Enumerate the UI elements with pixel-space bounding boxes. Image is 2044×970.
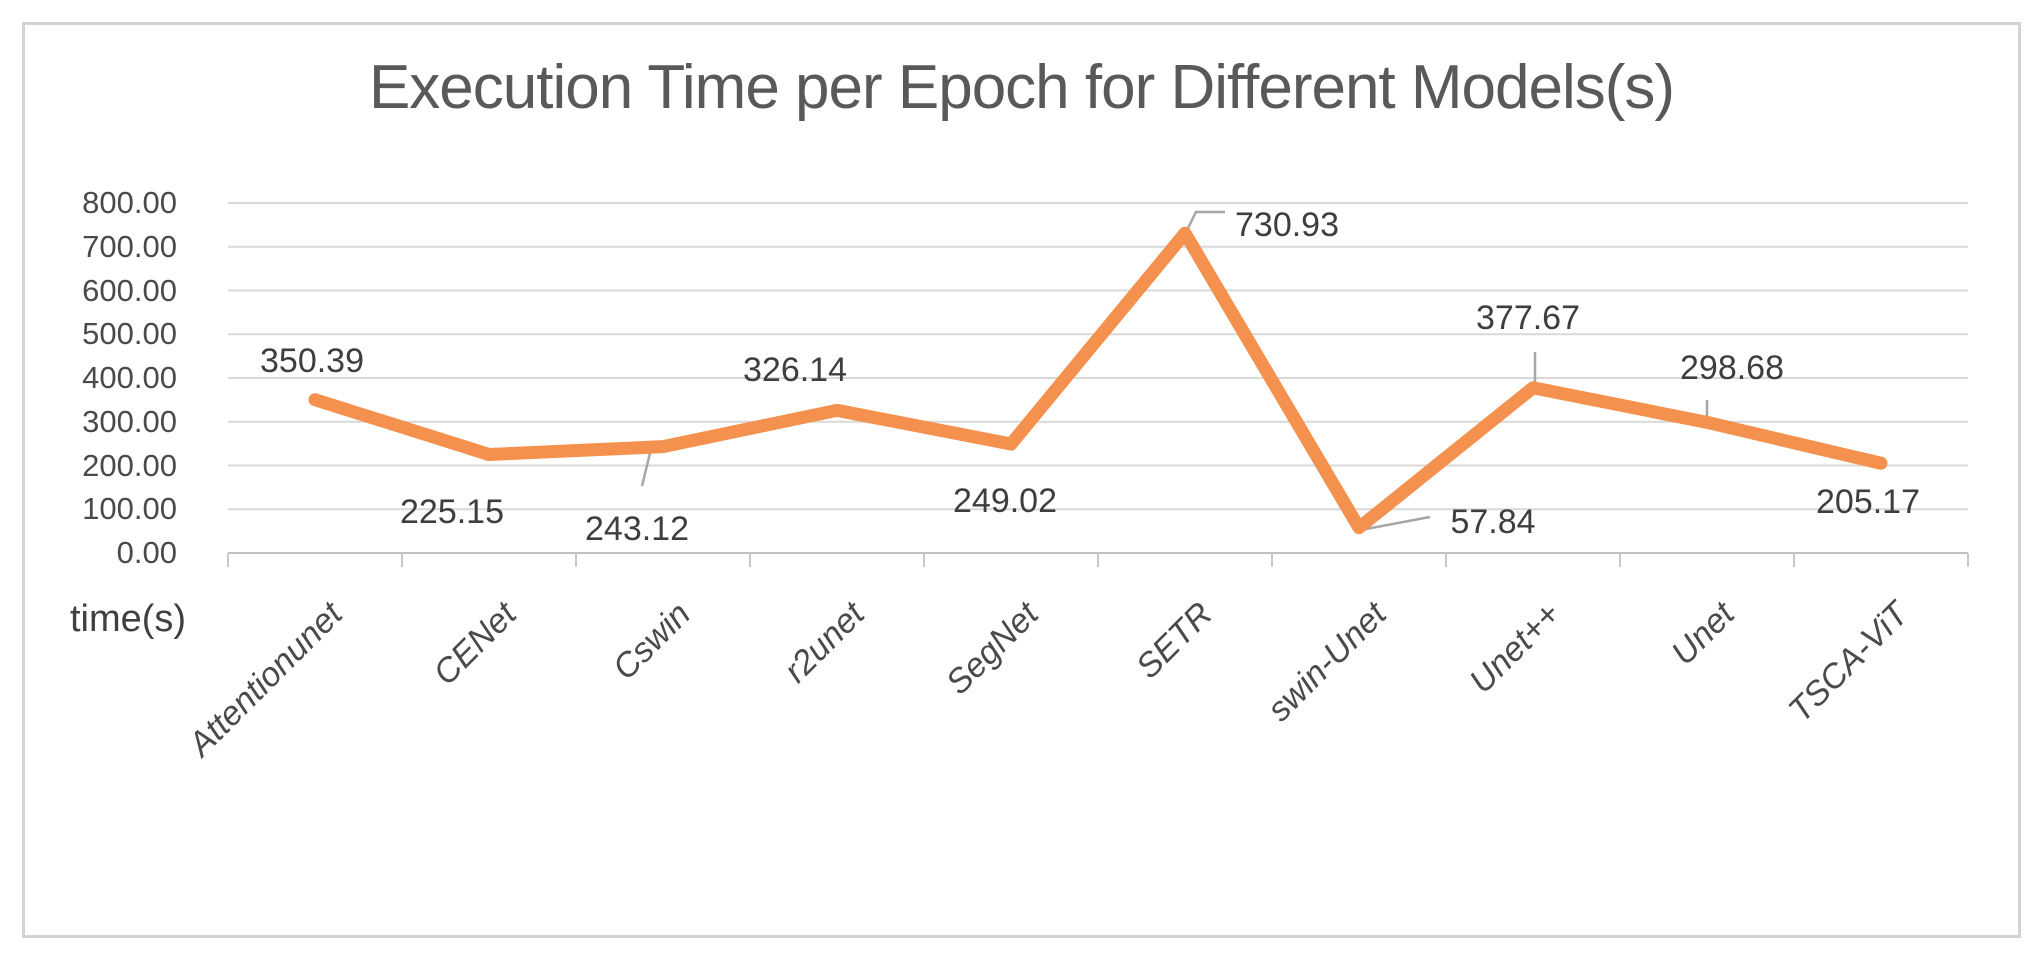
leader-line <box>1186 210 1225 229</box>
leader-line <box>1365 515 1431 531</box>
chart-title: Execution Time per Epoch for Different M… <box>368 53 1675 122</box>
leader-line <box>640 452 652 487</box>
chart-frame <box>22 22 2021 938</box>
series-line <box>308 226 1888 535</box>
axis-caption: time(s) <box>69 598 187 640</box>
